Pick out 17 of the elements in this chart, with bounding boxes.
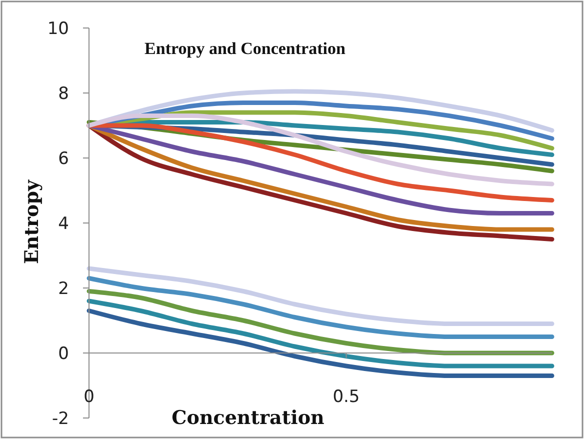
y-tick-label: 4 [58, 214, 69, 234]
line-series [86, 298, 554, 368]
y-tick-label: 0 [58, 344, 69, 364]
y-axis-title: Entropy [21, 179, 43, 264]
x-axis-title: Concentration [172, 407, 325, 429]
x-tick-label: 0.5 [332, 387, 360, 407]
text: Entropy and Concentration [144, 39, 346, 58]
line-series [86, 308, 554, 378]
y-tick-label: -2 [52, 408, 69, 429]
y-tick-label: 8 [58, 84, 69, 104]
line-series [86, 276, 554, 339]
y-tick-label: 6 [58, 148, 69, 169]
line-series [86, 289, 554, 356]
line-series [86, 114, 554, 186]
line-series [86, 266, 554, 326]
y-tick-label: 10 [47, 18, 69, 39]
y-tick-label: 2 [58, 278, 69, 299]
